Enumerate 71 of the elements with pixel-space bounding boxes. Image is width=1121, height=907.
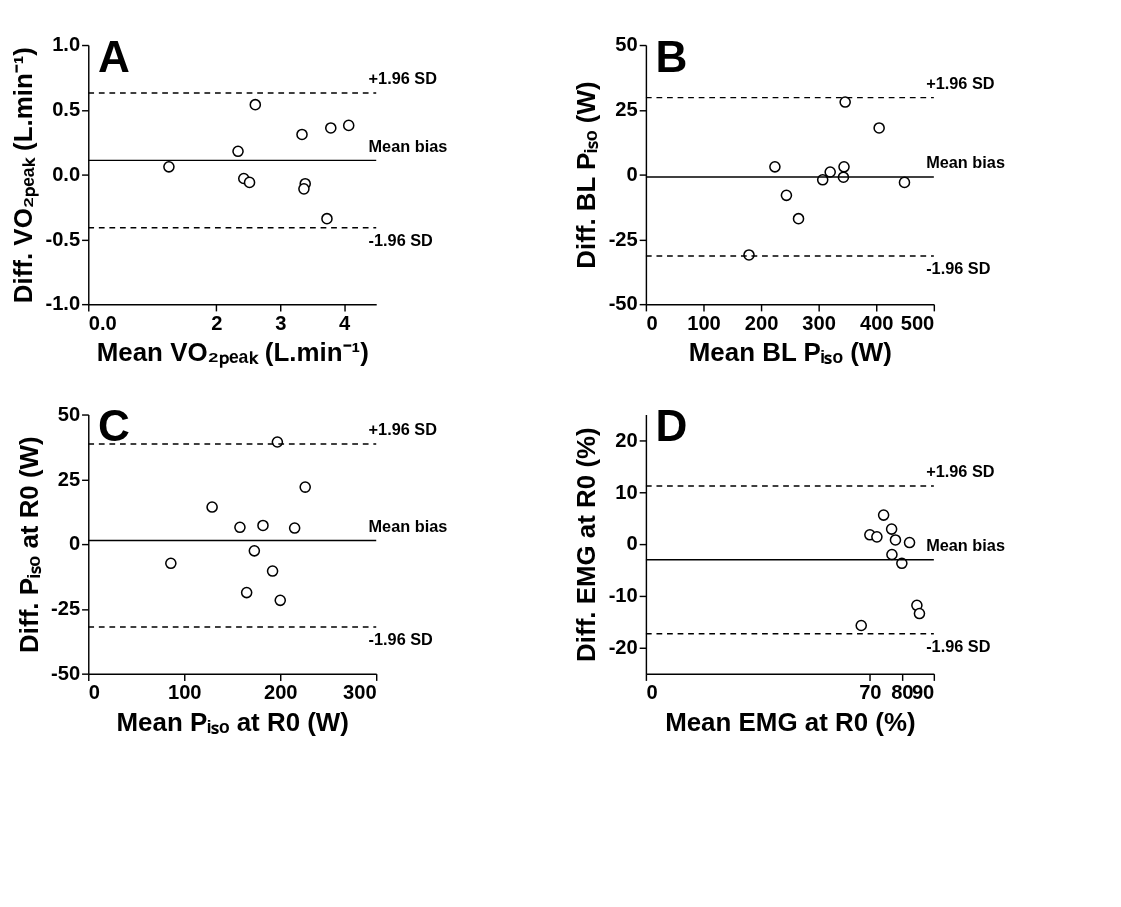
y-tick-label: 25 xyxy=(57,467,81,490)
x-tick-label: 0 xyxy=(646,681,658,704)
ref-line-label: +1.96 SD xyxy=(368,69,438,88)
x-axis-title: Mean Pᵢₛₒ at R0 (W) xyxy=(116,707,349,736)
y-tick-label: 0.0 xyxy=(52,162,81,185)
x-tick-label: 500 xyxy=(900,311,935,334)
annotation: A xyxy=(97,31,130,81)
x-tick-label: 100 xyxy=(167,681,202,704)
y-axis-title: Diff. Pᵢₛₒ at R0 (W) xyxy=(14,436,43,653)
y-tick-label: -0.5 xyxy=(45,227,81,250)
point xyxy=(163,161,175,173)
x-tick-label: 200 xyxy=(263,681,298,704)
x-axis-title: Mean VO₂ₚₑₐₖ (L.min⁻¹) xyxy=(96,338,369,369)
y-tick-label: 0 xyxy=(68,532,81,555)
y-tick-label: 10 xyxy=(615,480,638,503)
x-tick-label: 80 xyxy=(891,681,914,704)
y-axis-title: Diff. EMG at R0 (%) xyxy=(572,427,601,662)
y-tick-label: 0 xyxy=(626,532,638,555)
y-tick-label: -25 xyxy=(608,227,638,250)
x-tick-label: 0.0 xyxy=(88,311,117,334)
y-tick-label: 50 xyxy=(615,33,638,56)
point xyxy=(249,98,262,111)
point xyxy=(321,212,333,225)
annotation: B xyxy=(655,31,688,81)
ref-line-label: +1.96 SD xyxy=(926,462,995,481)
y-tick-label: 20 xyxy=(615,428,638,451)
x-tick-label: 3 xyxy=(275,311,287,334)
ref-line-label: -1.96 SD xyxy=(926,637,991,656)
x-tick-label: 400 xyxy=(859,311,894,334)
point xyxy=(298,183,310,195)
x-tick-label: 2 xyxy=(211,311,223,334)
y-tick-label: -50 xyxy=(608,292,638,315)
point xyxy=(324,122,337,134)
point xyxy=(232,145,244,158)
ref-line-label: -1.96 SD xyxy=(368,630,434,649)
x-tick-label: 300 xyxy=(343,681,377,704)
y-tick-label: 50 xyxy=(57,402,81,425)
x-tick-label: 100 xyxy=(687,311,721,334)
ref-line-label: Mean bias xyxy=(926,153,1005,172)
y-tick-label: -1.0 xyxy=(45,292,81,315)
x-tick-label: 90 xyxy=(911,681,935,704)
ref-line-label: Mean bias xyxy=(368,136,448,155)
y-tick-label: 0 xyxy=(626,162,638,185)
point xyxy=(296,128,308,141)
point xyxy=(243,176,256,189)
point xyxy=(342,119,355,132)
y-axis-title: Diff. VO₂ₚₑₐₖ (L.min⁻¹) xyxy=(8,47,39,304)
y-tick-label: 1.0 xyxy=(52,33,81,56)
ref-line-label: Mean bias xyxy=(926,536,1005,555)
ref-line-label: +1.96 SD xyxy=(926,74,995,93)
y-axis-title: Diff. BL Pᵢₛₒ (W) xyxy=(572,81,601,269)
y-tick-label: -25 xyxy=(51,597,81,620)
ref-line-label: -1.96 SD xyxy=(368,230,434,249)
y-tick-label: 25 xyxy=(615,98,638,121)
annotation: D xyxy=(655,401,688,451)
y-tick-label: 0.5 xyxy=(52,98,81,121)
x-tick-label: 0 xyxy=(646,311,658,334)
x-tick-label: 70 xyxy=(859,681,882,704)
x-axis-title: Mean BL Pᵢₛₒ (W) xyxy=(688,338,892,367)
x-tick-label: 300 xyxy=(802,311,836,334)
x-tick-label: 4 xyxy=(339,311,352,334)
ref-line-label: Mean bias xyxy=(368,516,448,535)
y-tick-label: -20 xyxy=(608,636,638,659)
y-tick-label: -10 xyxy=(608,584,638,607)
ref-line-label: -1.96 SD xyxy=(926,259,991,278)
x-tick-label: 0 xyxy=(88,681,100,704)
y-tick-label: -50 xyxy=(51,661,81,684)
x-tick-label: 200 xyxy=(744,311,779,334)
x-axis-title: Mean EMG at R0 (%) xyxy=(665,707,916,736)
annotation: C xyxy=(97,401,130,451)
ref-line-label: +1.96 SD xyxy=(368,420,438,439)
